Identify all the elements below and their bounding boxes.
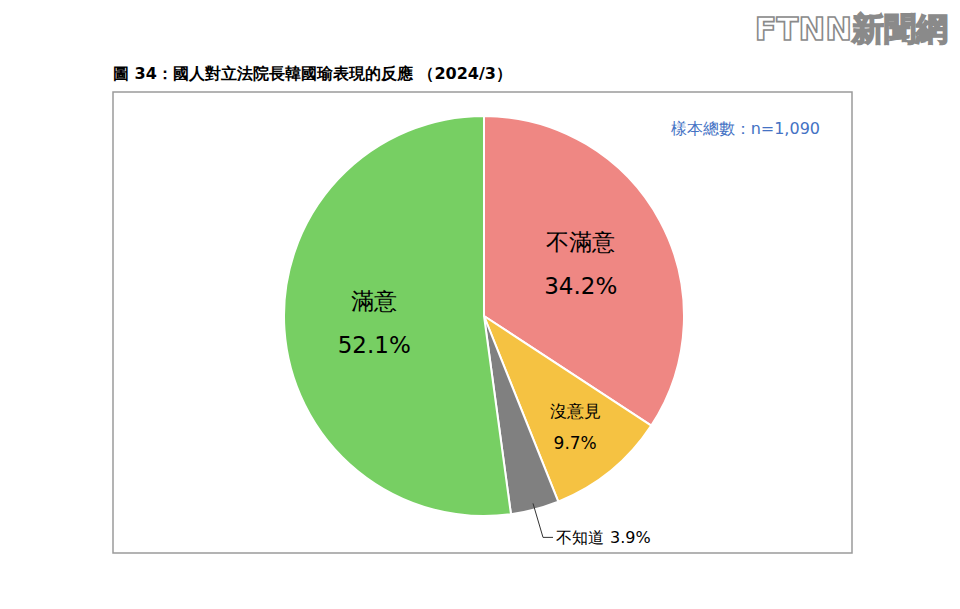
- value-label: 3.9%: [610, 528, 651, 547]
- slice: [284, 116, 511, 516]
- watermark: FTNN新聞網: [755, 10, 948, 48]
- category-label: 沒意見: [550, 401, 601, 421]
- value-label: 34.2%: [544, 273, 617, 299]
- value-label: 52.1%: [338, 332, 411, 358]
- title: 圖 34：國人對立法院長韓國瑜表現的反應 （2024/3）: [113, 64, 512, 83]
- category-label: 不知道: [556, 528, 604, 547]
- labels: 不滿意 34.2% 沒意見 9.7% 不知道 3.9% 滿意 52.1%: [338, 229, 651, 548]
- data-label: 不知道 3.9%: [556, 528, 651, 547]
- category-label: 滿意: [351, 288, 397, 314]
- category-label: 不滿意: [546, 229, 615, 255]
- chart: FTNN新聞網圖 34：國人對立法院長韓國瑜表現的反應 （2024/3） 樣本總數…: [0, 0, 960, 609]
- subtitle: 樣本總數：n=1,090: [671, 119, 820, 138]
- leader-line: [533, 503, 553, 537]
- pie: [284, 116, 684, 516]
- value-label: 9.7%: [554, 433, 597, 453]
- frame: [113, 92, 852, 553]
